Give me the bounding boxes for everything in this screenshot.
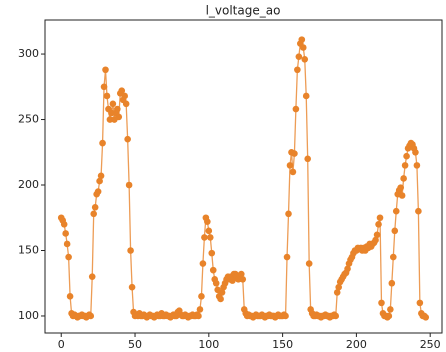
point	[286, 162, 294, 169]
point	[90, 210, 98, 218]
point	[413, 162, 421, 169]
point	[88, 273, 96, 280]
point	[401, 162, 409, 169]
x-tick-label: 150	[272, 338, 293, 351]
point	[94, 188, 102, 195]
point	[65, 253, 72, 261]
point	[332, 312, 340, 320]
point	[60, 221, 68, 228]
chart-title: l_voltage_ao	[206, 4, 281, 18]
point	[125, 181, 133, 189]
point	[295, 53, 303, 60]
point	[66, 293, 74, 300]
point	[100, 83, 108, 91]
point	[91, 203, 99, 211]
point	[294, 66, 301, 74]
point	[412, 148, 419, 156]
point	[392, 207, 400, 215]
x-tick-label: 100	[198, 338, 219, 351]
point	[115, 113, 123, 121]
point	[114, 105, 121, 113]
point	[301, 55, 309, 63]
point	[335, 283, 342, 291]
y-tick-label: 100	[18, 309, 39, 322]
point	[375, 221, 382, 228]
point	[376, 214, 384, 222]
point	[87, 312, 95, 320]
point	[206, 234, 214, 241]
point	[127, 247, 134, 254]
point	[229, 277, 236, 284]
x-tick-label: 250	[420, 338, 441, 351]
point	[209, 266, 217, 274]
point	[378, 299, 385, 307]
point	[304, 155, 311, 163]
x-tick-label: 50	[128, 338, 142, 351]
point	[239, 276, 247, 283]
point	[385, 312, 393, 320]
y-tick-label: 300	[18, 47, 39, 60]
point	[204, 218, 211, 225]
point	[333, 289, 341, 296]
point	[415, 207, 422, 215]
point	[208, 249, 216, 257]
point	[305, 260, 313, 267]
point	[196, 306, 204, 313]
point	[122, 100, 130, 108]
point	[103, 92, 111, 100]
point	[217, 295, 224, 303]
point	[198, 293, 205, 300]
point	[97, 172, 105, 180]
point	[62, 230, 69, 237]
y-tick-label: 150	[18, 243, 39, 256]
point	[422, 313, 430, 321]
point	[282, 312, 289, 320]
y-tick-label: 250	[18, 113, 39, 126]
point	[416, 299, 424, 307]
point	[400, 175, 407, 182]
point	[285, 210, 292, 218]
point	[201, 234, 208, 241]
point	[292, 105, 300, 113]
point	[118, 87, 126, 95]
point	[212, 279, 220, 287]
point	[387, 306, 394, 313]
point	[373, 231, 381, 239]
point	[99, 139, 106, 147]
point	[63, 240, 71, 248]
point	[397, 184, 404, 191]
point	[283, 253, 291, 261]
point	[199, 260, 207, 267]
point	[372, 236, 379, 244]
point	[398, 192, 406, 199]
plot-frame	[44, 19, 443, 334]
point	[237, 270, 245, 278]
x-tick-label: 0	[58, 338, 65, 351]
point	[302, 92, 310, 100]
x-tick-label: 200	[346, 338, 367, 351]
point	[289, 168, 297, 176]
y-tick-label: 200	[18, 178, 39, 191]
point	[102, 66, 109, 74]
point	[128, 283, 136, 291]
point	[403, 152, 410, 160]
point	[124, 135, 131, 143]
point	[388, 279, 396, 287]
point	[195, 312, 202, 320]
point	[389, 253, 397, 261]
point	[205, 227, 213, 235]
point	[391, 227, 399, 235]
point	[218, 289, 226, 296]
point	[121, 92, 128, 100]
point	[109, 100, 117, 108]
point	[299, 44, 307, 51]
point	[291, 150, 298, 157]
point	[344, 265, 351, 273]
point	[96, 177, 103, 185]
point	[298, 36, 306, 43]
